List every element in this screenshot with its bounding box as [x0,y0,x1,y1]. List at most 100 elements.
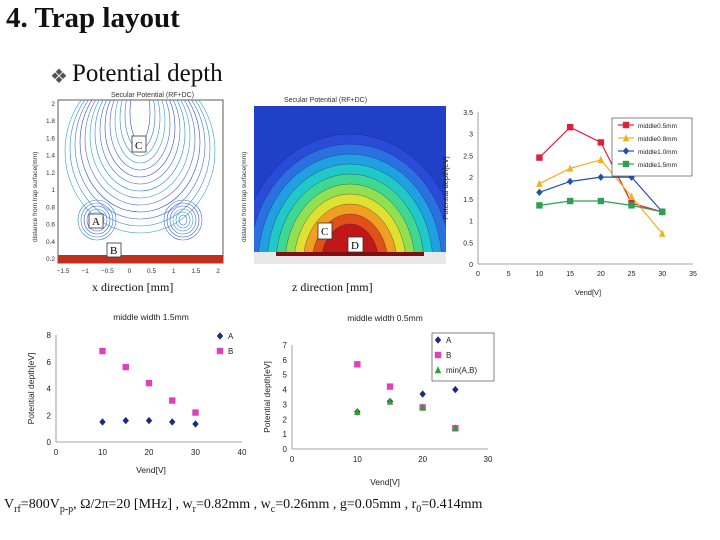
bullet-glyph-icon: ❖ [50,66,68,88]
footer-text-2: =800V [20,497,60,512]
contour-line [94,100,186,192]
legend-marker [216,347,224,355]
contour-line [119,100,161,157]
contour-line [83,205,111,235]
x-tick-label: 30 [191,448,200,457]
legend-marker [434,366,442,374]
y-tick-label: 0 [469,262,473,269]
footer-sub-1: rf [14,503,21,515]
data-point [192,420,199,428]
chart-depth-vs-vend-widths: 0 0.5 1 1.5 2 2.5 3 3.5 0 5 10 15 20 25 30 35 Vend[V] Pot… [441,110,697,297]
contour-x-xtick: 2 [216,268,220,275]
x-tick-label: 0 [290,455,295,464]
y-tick-label: 5 [283,371,288,380]
contour-line [80,202,114,238]
contour-x-xtick: 0 [128,268,132,275]
y-tick-label: 2 [469,175,473,182]
y-tick-label: 1 [283,430,288,439]
legend-label: A [228,332,234,341]
data-point [597,173,605,181]
legend-marker [622,121,630,129]
y-tick-label: 6 [47,358,52,367]
y-tick-label: 3.5 [463,110,473,117]
contour-line [104,100,176,178]
y-tick-label: 1 [469,219,473,226]
contour-x-xtick: −1 [81,268,89,275]
data-point [536,154,543,161]
contour-z-title: Secular Potential (RF+DC) [284,97,367,104]
x-tick-label: 0 [54,448,59,457]
region-c2-label: C [321,226,328,238]
chart-title: middle width 0.5mm [347,313,423,323]
footer-sub-4: c [270,503,276,515]
y-tick-label: 0.5 [463,240,473,247]
contour-plot-z: Secular Potential (RF+DC) distance from … [241,97,446,264]
contour-line [64,100,216,234]
legend-label: middle0.8mm [638,136,677,143]
y-axis-label: Potential depth[eV] [441,156,450,219]
contour-x-ytick: 1.4 [46,153,55,160]
x-tick-label: 30 [658,271,666,278]
x-tick-label: 30 [484,455,493,464]
contour-line [86,208,108,232]
legend-label: B [446,351,451,360]
y-tick-label: 2 [283,415,288,424]
chart-middle-width-1-5mm: 0 2 4 6 8 0 10 20 30 40 middle width 1.5mm Vend[V] P… [26,312,247,475]
contour-x-ytick: 1 [51,187,55,194]
slide-title: 4. Trap layout [6,2,180,34]
contour-x-xtick: 1.5 [191,268,200,275]
legend-label: middle0.5mm [638,123,677,130]
y-tick-label: 0 [283,445,288,454]
x-tick-label: 35 [689,271,697,278]
legend-label: B [228,347,233,356]
chart-title: middle width 1.5mm [113,312,189,322]
contour-x-caption: x direction [mm] [92,280,174,294]
electrode-band [58,255,223,263]
data-point [536,202,543,209]
data-point [122,363,129,371]
legend-label: min(A,B) [446,366,477,375]
x-tick-label: 15 [566,271,574,278]
footer-text-6: =0.414mm [421,497,483,512]
parameters-footer: Vrf=800Vp-p, Ω/2π=20 [MHz] , wr=0.82mm ,… [4,497,482,515]
x-tick-label: 20 [145,448,154,457]
contour-line [74,100,206,220]
legend-label: middle1.0mm [638,149,677,156]
contour-z-caption: z direction [mm] [292,280,373,294]
x-axis-label: Vend[V] [370,477,400,487]
contour-line [109,100,171,171]
contour-line [89,100,191,199]
data-point [99,418,106,426]
y-tick-label: 0 [47,438,52,447]
data-point [628,192,635,200]
data-point [597,197,605,205]
contour-line [79,100,201,213]
x-tick-label: 20 [597,271,605,278]
contour-z-ylabel: distance from trap surface(mm) [241,152,248,242]
data-point [192,409,199,416]
x-tick-label: 20 [418,455,427,464]
contour-x-xtick: −1.5 [57,268,70,275]
data-point [452,424,459,432]
data-point [597,155,605,163]
y-tick-label: 3 [469,132,473,139]
contour-line [99,100,181,185]
x-axis-label: Vend[V] [136,465,166,475]
contour-x-xtick: 0.5 [147,268,156,275]
data-point [659,229,666,237]
x-axis-label: Vend[V] [575,288,601,297]
y-tick-label: 7 [283,341,288,350]
data-point [597,139,605,146]
footer-sub-2: p-p [59,503,74,515]
y-tick-label: 8 [47,331,52,340]
contour-x-title: Secular Potential (RF+DC) [111,92,194,99]
data-point [452,385,459,394]
data-point [566,197,574,205]
legend-marker [434,351,442,359]
contour-line [69,100,211,227]
contour-line [166,202,200,238]
data-point [566,124,574,131]
data-point [566,164,574,172]
legend-frame [431,332,495,382]
y-tick-label: 3 [283,400,288,409]
